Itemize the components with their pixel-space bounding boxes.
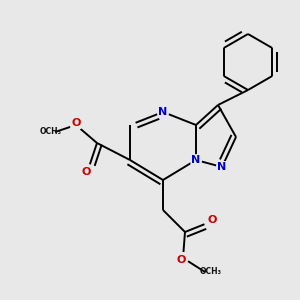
Text: OCH₃: OCH₃	[200, 268, 222, 277]
Text: O: O	[81, 167, 91, 177]
Text: O: O	[207, 215, 217, 225]
Text: O: O	[71, 118, 81, 128]
Text: N: N	[218, 162, 226, 172]
Text: OCH₃: OCH₃	[40, 128, 62, 136]
Text: N: N	[191, 155, 201, 165]
Text: O: O	[176, 255, 186, 265]
Text: N: N	[158, 107, 168, 117]
